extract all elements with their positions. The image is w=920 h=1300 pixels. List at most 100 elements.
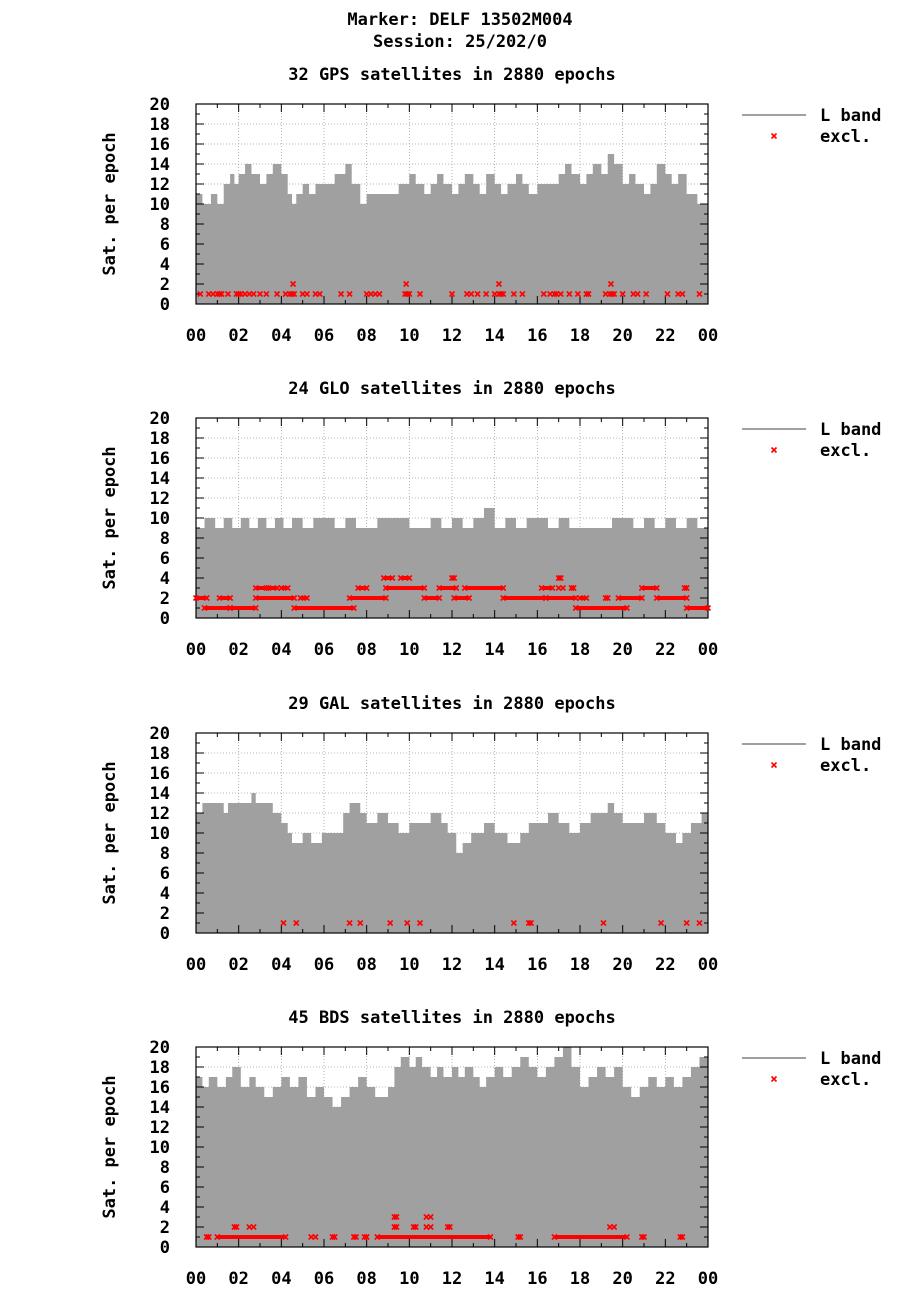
excl-marker bbox=[410, 1223, 417, 1231]
excl-marker bbox=[391, 1213, 398, 1221]
excl-marker bbox=[391, 1223, 398, 1231]
excl-marker bbox=[382, 584, 389, 592]
x-tick-label: 06 bbox=[314, 326, 334, 346]
y-tick-label: 8 bbox=[160, 1158, 170, 1178]
y-tick-label: 2 bbox=[160, 275, 170, 295]
excl-marker bbox=[623, 604, 630, 612]
excl-marker bbox=[515, 1233, 522, 1241]
excl-marker bbox=[510, 290, 517, 298]
excl-marker bbox=[638, 584, 645, 592]
y-tick-label: 16 bbox=[150, 1078, 170, 1098]
excl-marker bbox=[510, 919, 517, 927]
excl-marker bbox=[201, 604, 208, 612]
excl-marker bbox=[495, 280, 502, 288]
y-tick-label: 18 bbox=[150, 429, 170, 449]
excl-marker bbox=[538, 584, 545, 592]
excl-marker bbox=[677, 1233, 684, 1241]
y-tick-label: 8 bbox=[160, 844, 170, 864]
excl-marker bbox=[288, 290, 296, 298]
y-tick-label: 0 bbox=[160, 924, 170, 944]
excl-marker bbox=[704, 604, 712, 612]
excl-marker bbox=[350, 1233, 357, 1241]
y-tick-label: 14 bbox=[150, 155, 170, 175]
x-tick-label: 18 bbox=[570, 1269, 590, 1289]
x-tick-label: 02 bbox=[228, 955, 248, 975]
excl-marker bbox=[235, 290, 242, 298]
x-tick-label: 00 bbox=[186, 955, 206, 975]
y-tick-label: 10 bbox=[150, 509, 170, 529]
excl-marker bbox=[338, 290, 345, 298]
excl-marker bbox=[679, 290, 686, 298]
excl-marker bbox=[393, 1213, 400, 1221]
chart-title: 24 GLO satellites in 2880 epochs bbox=[288, 379, 616, 399]
excl-marker bbox=[312, 1233, 319, 1241]
x-tick-label: 00 bbox=[698, 955, 718, 975]
y-tick-label: 14 bbox=[150, 784, 170, 804]
excl-marker bbox=[404, 919, 411, 927]
y-tick-label: 20 bbox=[150, 724, 170, 744]
legend-excl-label: excl. bbox=[820, 756, 871, 776]
excl-marker bbox=[265, 584, 272, 592]
excl-marker bbox=[500, 584, 507, 592]
excl-marker bbox=[382, 594, 389, 602]
x-tick-label: 06 bbox=[314, 640, 334, 660]
excl-marker bbox=[583, 594, 590, 602]
excl-marker bbox=[346, 919, 353, 927]
legend-excl-label: excl. bbox=[820, 1070, 871, 1090]
legend-excl-label: excl. bbox=[820, 441, 871, 461]
excl-marker bbox=[361, 1233, 368, 1241]
y-tick-label: 0 bbox=[160, 1238, 170, 1258]
excl-marker bbox=[427, 1213, 434, 1221]
excl-marker bbox=[683, 584, 690, 592]
excl-marker bbox=[611, 290, 618, 298]
x-tick-label: 14 bbox=[484, 640, 504, 660]
y-tick-label: 6 bbox=[160, 549, 170, 569]
x-tick-label: 14 bbox=[484, 1269, 504, 1289]
excl-marker bbox=[551, 1233, 558, 1241]
x-tick-label: 14 bbox=[484, 955, 504, 975]
excl-marker bbox=[557, 574, 564, 582]
x-tick-label: 10 bbox=[399, 955, 419, 975]
excl-marker bbox=[576, 594, 584, 602]
x-tick-label: 22 bbox=[655, 955, 675, 975]
excl-marker bbox=[681, 584, 688, 592]
excl-marker bbox=[274, 290, 281, 298]
y-tick-label: 8 bbox=[160, 215, 170, 235]
x-tick-label: 18 bbox=[570, 640, 590, 660]
excl-marker bbox=[412, 1223, 419, 1231]
excl-marker bbox=[549, 584, 556, 592]
marker-title: Marker: DELF 13502M004 bbox=[347, 10, 573, 30]
x-tick-label: 10 bbox=[399, 640, 419, 660]
y-tick-label: 10 bbox=[150, 195, 170, 215]
excl-marker bbox=[451, 574, 458, 582]
excl-marker bbox=[214, 1233, 221, 1241]
excl-marker bbox=[216, 290, 223, 298]
y-tick-label: 16 bbox=[150, 764, 170, 784]
excl-marker bbox=[436, 594, 443, 602]
excl-marker bbox=[303, 594, 310, 602]
excl-marker bbox=[446, 1223, 453, 1231]
excl-marker bbox=[643, 290, 650, 298]
y-tick-label: 20 bbox=[150, 1038, 170, 1058]
x-tick-label: 04 bbox=[271, 955, 291, 975]
y-tick-label: 18 bbox=[150, 1058, 170, 1078]
excl-marker bbox=[436, 584, 443, 592]
excl-marker bbox=[604, 594, 611, 602]
legend-excl-label: excl. bbox=[820, 127, 871, 147]
x-tick-label: 00 bbox=[186, 1269, 206, 1289]
x-tick-label: 20 bbox=[612, 1269, 632, 1289]
excl-marker bbox=[350, 604, 357, 612]
excl-marker bbox=[406, 290, 413, 298]
excl-marker bbox=[487, 1233, 494, 1241]
excl-marker bbox=[638, 594, 645, 602]
excl-marker bbox=[216, 594, 223, 602]
x-tick-label: 04 bbox=[271, 640, 291, 660]
excl-marker bbox=[658, 919, 665, 927]
excl-marker bbox=[611, 1223, 618, 1231]
excl-marker bbox=[572, 604, 579, 612]
y-tick-label: 0 bbox=[160, 609, 170, 629]
x-tick-label: 22 bbox=[655, 326, 675, 346]
y-tick-label: 16 bbox=[150, 449, 170, 469]
excl-marker bbox=[250, 1223, 257, 1231]
excl-marker bbox=[468, 290, 475, 298]
